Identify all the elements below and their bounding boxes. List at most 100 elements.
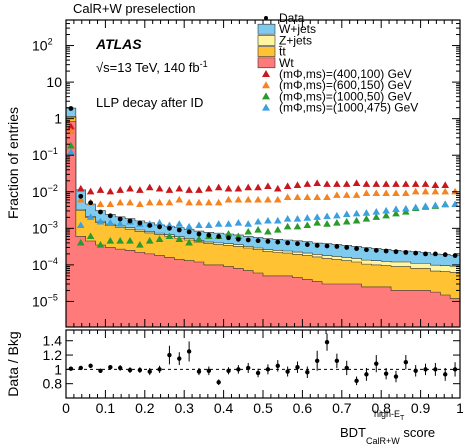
data-point xyxy=(265,238,271,244)
data-point xyxy=(423,251,428,257)
data-point xyxy=(137,220,143,226)
x-tick-label: 0.5 xyxy=(253,400,273,416)
signal-point xyxy=(195,198,203,206)
signal-point xyxy=(205,184,213,192)
signal-point xyxy=(244,183,253,191)
signal-point xyxy=(323,193,331,201)
x-axis-label: BDTCalR+W score xyxy=(340,425,435,445)
data-point xyxy=(364,247,369,253)
signal-point xyxy=(264,195,272,203)
signal-point xyxy=(86,213,95,220)
signal-point xyxy=(352,179,361,186)
ratio-point xyxy=(78,365,83,371)
legend-item: Wt xyxy=(257,56,294,70)
signal-point xyxy=(402,189,410,197)
signal-point xyxy=(293,222,302,230)
signal-point xyxy=(214,198,223,206)
signal-point xyxy=(76,238,85,246)
ratio-point xyxy=(354,378,359,384)
signal-point xyxy=(421,202,430,209)
signal-point xyxy=(126,198,134,206)
signal-point xyxy=(392,180,400,187)
atlas-label: ATLAS xyxy=(95,36,142,52)
signal-point xyxy=(145,237,154,244)
signal-point xyxy=(165,232,174,240)
data-point xyxy=(78,193,84,199)
signal-point xyxy=(185,238,193,246)
signal-point xyxy=(411,180,420,187)
x-tick-label: 0.4 xyxy=(214,400,234,416)
data-point xyxy=(442,252,448,258)
data-point xyxy=(235,236,241,242)
signal-point xyxy=(333,180,341,187)
ratio-point xyxy=(403,360,409,365)
signal-point xyxy=(205,198,213,206)
ratio-point xyxy=(314,358,320,363)
data-point xyxy=(245,237,251,243)
ratio-y-axis-label: Data / Bkg xyxy=(5,331,21,396)
ratio-point xyxy=(68,366,74,371)
signal-point xyxy=(155,235,164,242)
ratio-point xyxy=(137,367,143,373)
legend-item: W+jets xyxy=(257,22,316,36)
signal-point xyxy=(441,187,450,195)
data-point xyxy=(354,246,359,251)
signal-series-1 xyxy=(67,122,450,195)
x-tick-label: 0.8 xyxy=(371,400,391,416)
signal-point xyxy=(126,237,134,244)
ratio-point xyxy=(177,356,182,361)
signal-point xyxy=(254,183,262,191)
ratio-point xyxy=(167,352,172,358)
legend-item: Z+jets xyxy=(257,33,312,47)
ratio-points xyxy=(68,333,458,386)
ratio-point xyxy=(255,370,261,376)
legend-item: t̄t xyxy=(257,45,286,59)
legend-item: (mΦ,ms)=(1000,50) GeV xyxy=(262,89,412,103)
ratio-point xyxy=(275,363,280,368)
signal-point xyxy=(264,227,272,235)
data-point xyxy=(334,244,340,249)
signal-point xyxy=(67,122,75,130)
signal-point xyxy=(273,184,282,192)
signal-point xyxy=(96,217,105,225)
signal-point xyxy=(224,195,233,203)
signal-point xyxy=(333,218,341,226)
signal-point xyxy=(342,217,351,225)
signal-point xyxy=(86,232,95,240)
ratio-point xyxy=(226,368,231,373)
x-tick-label: 0.3 xyxy=(174,400,194,416)
signal-point xyxy=(116,186,124,193)
ratio-point xyxy=(127,367,133,373)
signal-point xyxy=(224,229,233,237)
ratio-point xyxy=(236,367,241,372)
legend-marker xyxy=(262,70,270,77)
data-point xyxy=(98,209,103,215)
legend-swatch xyxy=(257,46,276,57)
signal-point xyxy=(185,222,193,230)
ratio-point xyxy=(186,349,192,354)
signal-point xyxy=(96,241,105,248)
signal-point xyxy=(382,189,390,197)
signal-point xyxy=(106,237,115,244)
signal-point xyxy=(283,222,292,230)
legend-marker xyxy=(264,16,268,20)
data-point xyxy=(157,224,162,230)
signal-point xyxy=(362,209,371,216)
signal-point xyxy=(293,215,302,222)
signal-point xyxy=(313,179,321,186)
data-point xyxy=(88,200,94,206)
ratio-point xyxy=(383,371,389,376)
ratio-point xyxy=(334,358,340,363)
ratio-frame xyxy=(65,329,461,399)
ratio-point xyxy=(265,367,271,372)
legend-label: W+jets xyxy=(279,22,316,36)
signal-point xyxy=(175,220,184,227)
signal-point xyxy=(244,195,253,203)
signal-point xyxy=(352,209,361,217)
x-tick-label: 1 xyxy=(456,400,463,416)
signal-point xyxy=(283,193,292,201)
signal-point xyxy=(175,184,184,192)
data-point xyxy=(147,223,153,228)
signal-point xyxy=(333,211,341,219)
